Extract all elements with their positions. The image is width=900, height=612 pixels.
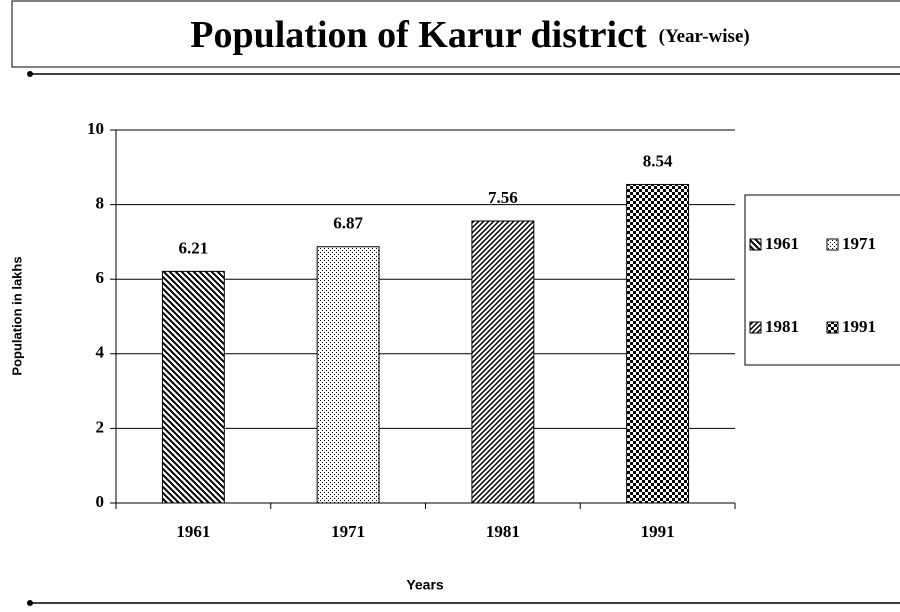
legend [744, 194, 900, 366]
value-label: 7.56 [488, 188, 518, 207]
y-tick-label: 8 [96, 194, 105, 213]
bar [316, 246, 380, 504]
legend-swatch [749, 321, 762, 334]
y-tick-label: 4 [96, 343, 105, 362]
x-tick-label: 1961 [176, 522, 210, 541]
value-label: 6.87 [333, 214, 363, 233]
legend-label: 1961 [765, 234, 799, 253]
title: Population of Karur district [190, 14, 647, 56]
y-tick-label: 0 [96, 492, 105, 511]
legend-swatch [749, 238, 762, 251]
y-axis-label: Population in lakhs [9, 256, 24, 375]
y-tick-label: 2 [96, 417, 105, 436]
legend-label: 1981 [765, 317, 799, 336]
subtitle: (Year-wise) [659, 26, 750, 47]
title-box [11, 0, 900, 68]
value-label: 6.21 [179, 238, 209, 257]
bullet [27, 71, 33, 77]
bar [161, 270, 225, 504]
legend-swatch [826, 321, 839, 334]
x-tick-label: 1981 [486, 522, 520, 541]
value-label: 8.54 [643, 151, 673, 170]
x-tick-label: 1971 [331, 522, 365, 541]
y-tick-label: 10 [87, 119, 104, 138]
y-tick-label: 6 [96, 268, 105, 287]
bar [626, 183, 690, 504]
x-tick-label: 1991 [641, 522, 675, 541]
legend-label: 1971 [842, 234, 876, 253]
chart-title: Population of Karur district (Year-wise) [190, 14, 749, 56]
legend-swatch [826, 238, 839, 251]
bar [471, 220, 535, 504]
legend-label: 1991 [842, 317, 876, 336]
x-axis-label: Years [406, 577, 444, 593]
bullet [27, 600, 33, 606]
